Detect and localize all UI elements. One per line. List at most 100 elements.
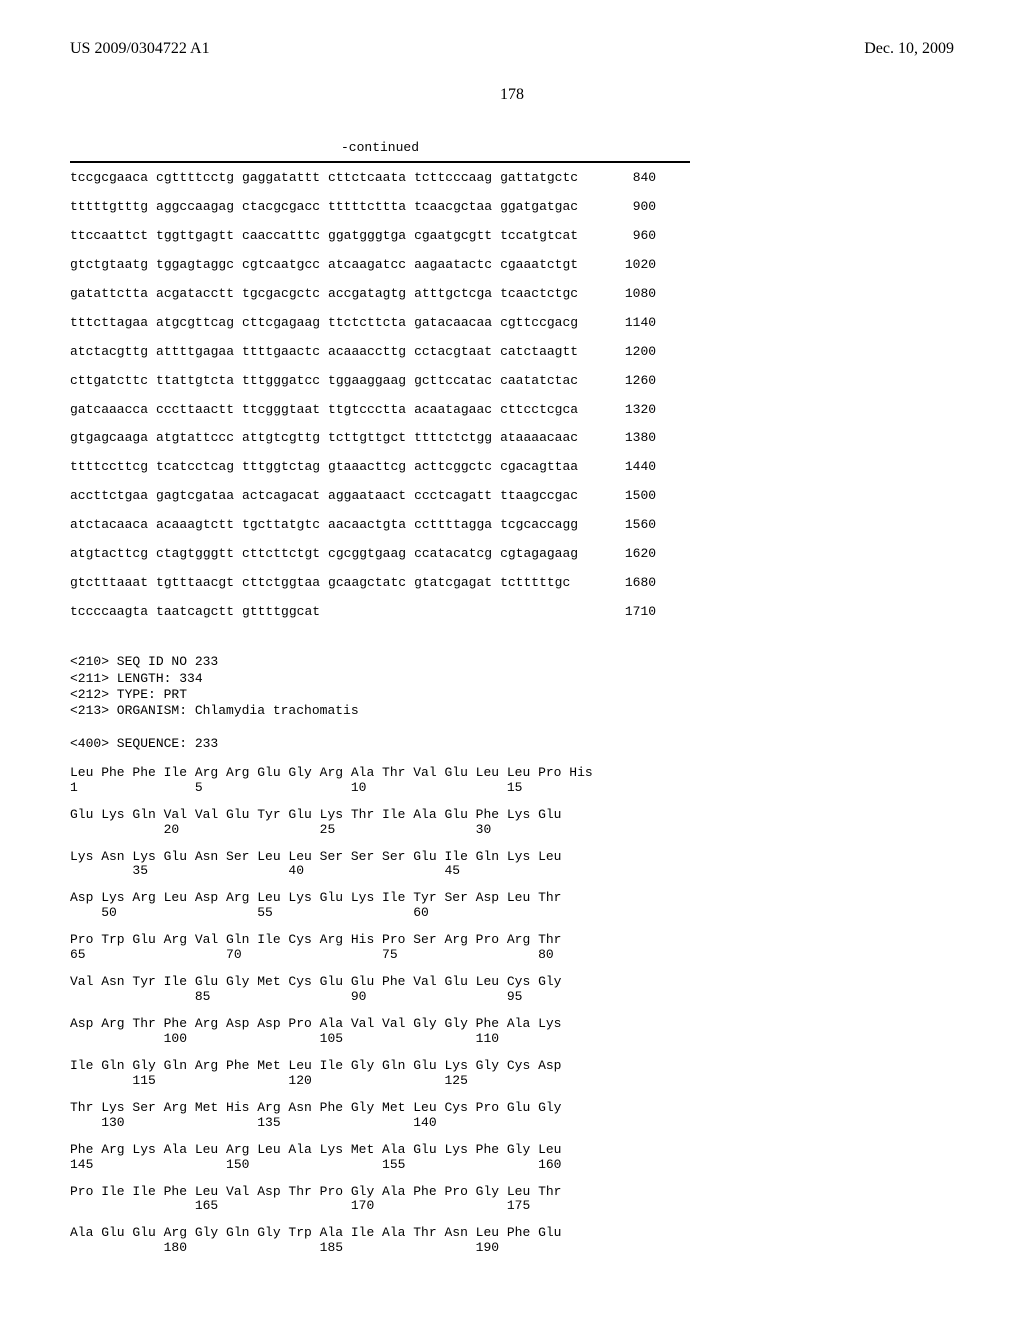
dna-row-number: 1080 — [596, 287, 656, 302]
dna-row-number: 1560 — [596, 518, 656, 533]
dna-row: ttttccttcgtcatcctcagtttggtctaggtaaacttcg… — [70, 460, 690, 475]
dna-block: tttggtctag — [242, 460, 320, 475]
dna-row-number: 1260 — [596, 374, 656, 389]
dna-block: ctacgcgacc — [242, 200, 320, 215]
dna-block: tgtttaacgt — [156, 576, 234, 591]
spacer — [70, 273, 690, 287]
protein-aa-row: Val Asn Tyr Ile Glu Gly Met Cys Glu Glu … — [70, 975, 690, 990]
dna-block: ttttctctgg — [414, 431, 492, 446]
dna-block: gcttccatac — [414, 374, 492, 389]
protein-aa-row: Asp Arg Thr Phe Arg Asp Asp Pro Ala Val … — [70, 1017, 690, 1032]
dna-block: atgtacttcg — [70, 547, 148, 562]
dna-block: attttgagaa — [156, 345, 234, 360]
protein-aa-row: Pro Trp Glu Arg Val Gln Ile Cys Arg His … — [70, 933, 690, 948]
dna-row-number: 1200 — [596, 345, 656, 360]
dna-block: atttgctcga — [414, 287, 492, 302]
dna-row: atctacgttgattttgagaattttgaactcacaaaccttg… — [70, 345, 690, 360]
dna-block: gattatgctc — [500, 171, 578, 186]
protein-num-row: 1 5 10 15 — [70, 781, 690, 796]
dna-block: cgttccgacg — [500, 316, 578, 331]
dna-row: gtctttaaattgtttaacgtcttctggtaagcaagctatc… — [70, 576, 690, 591]
meta-line: <211> LENGTH: 334 — [70, 671, 203, 686]
dna-block: cgcggtgaag — [328, 547, 406, 562]
dna-block: cgacagttaa — [500, 460, 578, 475]
dna-row-blocks: ttttccttcgtcatcctcagtttggtctaggtaaacttcg… — [70, 460, 578, 475]
dna-block: ggatgatgac — [500, 200, 578, 215]
dna-row: tttcttagaaatgcgttcagcttcgagaagttctcttcta… — [70, 316, 690, 331]
dna-row-number: 1620 — [596, 547, 656, 562]
dna-row-blocks: atgtacttcgctagtgggttcttcttctgtcgcggtgaag… — [70, 547, 578, 562]
dna-block: tctttttgc — [500, 576, 578, 591]
dna-block: acttcggctc — [414, 460, 492, 475]
dna-block: tttgggatcc — [242, 374, 320, 389]
spacer — [70, 796, 690, 808]
dna-row-blocks: accttctgaagagtcgataaactcagacataggaataact… — [70, 489, 578, 504]
protein-aa-row: Phe Arg Lys Ala Leu Arg Leu Ala Lys Met … — [70, 1143, 690, 1158]
dna-block: aggaataact — [328, 489, 406, 504]
continued-label: -continued — [70, 140, 690, 155]
dna-block: gtatcgagat — [414, 576, 492, 591]
dna-block: tgcgacgctc — [242, 287, 320, 302]
dna-block: ttcgggtaat — [242, 403, 320, 418]
dna-block: gagtcgataa — [156, 489, 234, 504]
dna-block: ttctcttcta — [328, 316, 406, 331]
dna-row-blocks: gtgagcaagaatgtattcccattgtcgttgtcttgttgct… — [70, 431, 578, 446]
protein-num-row: 20 25 30 — [70, 823, 690, 838]
protein-aa-row: Ile Gln Gly Gln Arg Phe Met Leu Ile Gly … — [70, 1059, 690, 1074]
spacer — [70, 360, 690, 374]
dna-block: caaccatttc — [242, 229, 320, 244]
dna-block: gtaaacttcg — [328, 460, 406, 475]
dna-row-blocks: tccgcgaacacgttttcctggaggatatttcttctcaata… — [70, 171, 578, 186]
spacer — [70, 504, 690, 518]
dna-block: cgtcaatgcc — [242, 258, 320, 273]
dna-block: ttattgtcta — [156, 374, 234, 389]
dna-row: tccccaagtataatcagcttgttttggcat 1710 — [70, 605, 690, 620]
meta-line: <400> SEQUENCE: 233 — [70, 736, 218, 751]
dna-block: ggatgggtga — [328, 229, 406, 244]
dna-block: tggttgagtt — [156, 229, 234, 244]
header-row: US 2009/0304722 A1 Dec. 10, 2009 — [70, 40, 954, 58]
dna-row: gtgagcaagaatgtattcccattgtcgttgtcttgttgct… — [70, 431, 690, 446]
dna-block: cttcttctgt — [242, 547, 320, 562]
spacer — [70, 186, 690, 200]
dna-row-number: 1020 — [596, 258, 656, 273]
dna-row-number: 840 — [596, 171, 656, 186]
dna-row: atctacaacaacaaagtctttgcttatgtcaacaactgta… — [70, 518, 690, 533]
dna-row-blocks: gatattcttaacgatacctttgcgacgctcaccgatagtg… — [70, 287, 578, 302]
content-block: -continued tccgcgaacacgttttcctggaggatatt… — [70, 140, 690, 1256]
dna-block: tttcttagaa — [70, 316, 148, 331]
spacer — [70, 475, 690, 489]
dna-block: tttttcttta — [328, 200, 406, 215]
publication-number: US 2009/0304722 A1 — [70, 40, 210, 58]
spacer — [70, 331, 690, 345]
spacer — [70, 1173, 690, 1185]
dna-row: cttgatcttcttattgtctatttgggatcctggaaggaag… — [70, 374, 690, 389]
dna-block: cccttaactt — [156, 403, 234, 418]
dna-row-number: 1680 — [596, 576, 656, 591]
spacer — [70, 302, 690, 316]
spacer — [70, 1131, 690, 1143]
dna-block: cttctggtaa — [242, 576, 320, 591]
dna-block: cttcgagaag — [242, 316, 320, 331]
dna-block: ccttttagga — [414, 518, 492, 533]
dna-block: gatacaacaa — [414, 316, 492, 331]
dna-block: atctacgttg — [70, 345, 148, 360]
sequence-meta: <210> SEQ ID NO 233 <211> LENGTH: 334 <2… — [70, 638, 690, 752]
protein-num-row: 85 90 95 — [70, 990, 690, 1005]
dna-block: tttttgtttg — [70, 200, 148, 215]
dna-block: tcttcccaag — [414, 171, 492, 186]
dna-row-number: 1500 — [596, 489, 656, 504]
dna-row-number: 1140 — [596, 316, 656, 331]
dna-row-blocks: gtctgtaatgtggagtaggccgtcaatgccatcaagatcc… — [70, 258, 578, 273]
protein-aa-row: Asp Lys Arg Leu Asp Arg Leu Lys Glu Lys … — [70, 891, 690, 906]
protein-aa-row: Ala Glu Glu Arg Gly Gln Gly Trp Ala Ile … — [70, 1226, 690, 1241]
dna-row-blocks: atctacaacaacaaagtctttgcttatgtcaacaactgta… — [70, 518, 578, 533]
spacer — [70, 244, 690, 258]
spacer — [70, 562, 690, 576]
dna-block: ttaagccgac — [500, 489, 578, 504]
dna-block: gtgagcaaga — [70, 431, 148, 446]
protein-num-row: 145 150 155 160 — [70, 1158, 690, 1173]
dna-row: ttccaattcttggttgagttcaaccatttcggatgggtga… — [70, 229, 690, 244]
dna-block — [500, 605, 578, 620]
spacer — [70, 838, 690, 850]
